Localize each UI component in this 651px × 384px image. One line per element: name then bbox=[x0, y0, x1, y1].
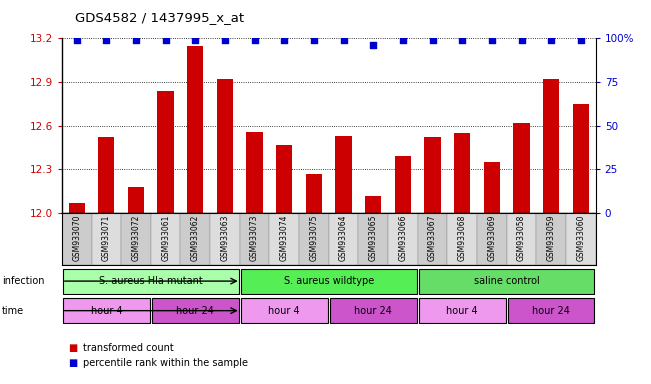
Bar bbox=[514, 123, 530, 213]
Text: hour 4: hour 4 bbox=[447, 306, 478, 316]
Text: GSM933070: GSM933070 bbox=[72, 215, 81, 261]
Point bbox=[339, 37, 349, 43]
Text: ■: ■ bbox=[68, 358, 77, 368]
Bar bbox=[217, 79, 233, 213]
Text: ■: ■ bbox=[68, 343, 77, 353]
Bar bbox=[388, 213, 418, 265]
Text: percentile rank within the sample: percentile rank within the sample bbox=[83, 358, 247, 368]
Bar bbox=[506, 213, 536, 265]
Bar bbox=[270, 213, 299, 265]
Point bbox=[368, 42, 378, 48]
Bar bbox=[330, 298, 417, 323]
Bar bbox=[158, 91, 174, 213]
Bar bbox=[447, 213, 477, 265]
Point bbox=[220, 37, 230, 43]
Point bbox=[160, 37, 171, 43]
Text: GSM933072: GSM933072 bbox=[132, 215, 141, 261]
Bar bbox=[121, 213, 151, 265]
Text: GSM933059: GSM933059 bbox=[547, 215, 556, 261]
Text: transformed count: transformed count bbox=[83, 343, 173, 353]
Text: hour 24: hour 24 bbox=[533, 306, 570, 316]
Bar bbox=[477, 213, 506, 265]
Bar bbox=[419, 298, 506, 323]
Bar bbox=[63, 298, 150, 323]
Text: GSM933066: GSM933066 bbox=[398, 215, 408, 261]
Text: hour 4: hour 4 bbox=[90, 306, 122, 316]
Bar bbox=[68, 203, 85, 213]
Point bbox=[457, 37, 467, 43]
Point bbox=[309, 37, 319, 43]
Text: GSM933064: GSM933064 bbox=[339, 215, 348, 261]
Text: S. aureus wildtype: S. aureus wildtype bbox=[284, 276, 374, 286]
Bar bbox=[98, 137, 115, 213]
Point bbox=[575, 37, 586, 43]
Text: GSM933058: GSM933058 bbox=[517, 215, 526, 261]
Text: infection: infection bbox=[2, 276, 44, 286]
Bar bbox=[241, 298, 327, 323]
Bar bbox=[63, 269, 239, 293]
Bar bbox=[128, 187, 144, 213]
Bar bbox=[180, 213, 210, 265]
Bar bbox=[395, 156, 411, 213]
Text: GSM933063: GSM933063 bbox=[221, 215, 229, 261]
Point bbox=[101, 37, 111, 43]
Text: GSM933067: GSM933067 bbox=[428, 215, 437, 261]
Bar bbox=[276, 145, 292, 213]
Point bbox=[279, 37, 290, 43]
Text: hour 24: hour 24 bbox=[176, 306, 214, 316]
Text: GSM933071: GSM933071 bbox=[102, 215, 111, 261]
Point bbox=[72, 37, 82, 43]
Text: GSM933075: GSM933075 bbox=[309, 215, 318, 261]
Point bbox=[249, 37, 260, 43]
Bar bbox=[419, 269, 594, 293]
Bar bbox=[299, 213, 329, 265]
Bar bbox=[92, 213, 121, 265]
Text: GSM933068: GSM933068 bbox=[458, 215, 467, 261]
Bar bbox=[240, 213, 270, 265]
Text: saline control: saline control bbox=[474, 276, 540, 286]
Text: hour 24: hour 24 bbox=[354, 306, 392, 316]
Point bbox=[131, 37, 141, 43]
Bar bbox=[187, 46, 204, 213]
Bar bbox=[424, 137, 441, 213]
Point bbox=[398, 37, 408, 43]
Text: GSM933074: GSM933074 bbox=[280, 215, 289, 261]
Bar bbox=[536, 213, 566, 265]
Point bbox=[427, 37, 437, 43]
Bar bbox=[566, 213, 596, 265]
Bar bbox=[365, 196, 381, 213]
Point bbox=[190, 37, 201, 43]
Bar bbox=[210, 213, 240, 265]
Text: GSM933060: GSM933060 bbox=[576, 215, 585, 261]
Bar bbox=[151, 213, 180, 265]
Bar bbox=[152, 298, 239, 323]
Bar bbox=[508, 298, 594, 323]
Point bbox=[546, 37, 557, 43]
Text: GSM933062: GSM933062 bbox=[191, 215, 200, 261]
Point bbox=[516, 37, 527, 43]
Text: GSM933065: GSM933065 bbox=[368, 215, 378, 261]
Point bbox=[487, 37, 497, 43]
Bar bbox=[306, 174, 322, 213]
Text: hour 4: hour 4 bbox=[268, 306, 300, 316]
Bar bbox=[454, 133, 471, 213]
Bar bbox=[484, 162, 500, 213]
Bar bbox=[335, 136, 352, 213]
Text: GSM933073: GSM933073 bbox=[250, 215, 259, 261]
Bar bbox=[241, 269, 417, 293]
Text: GDS4582 / 1437995_x_at: GDS4582 / 1437995_x_at bbox=[75, 12, 244, 25]
Text: time: time bbox=[2, 306, 24, 316]
Bar bbox=[329, 213, 359, 265]
Bar bbox=[359, 213, 388, 265]
Text: GSM933061: GSM933061 bbox=[161, 215, 170, 261]
Text: S. aureus Hla mutant: S. aureus Hla mutant bbox=[99, 276, 202, 286]
Bar bbox=[62, 213, 92, 265]
Text: GSM933069: GSM933069 bbox=[488, 215, 496, 261]
Bar bbox=[418, 213, 447, 265]
Bar bbox=[247, 132, 263, 213]
Bar bbox=[573, 104, 589, 213]
Bar bbox=[543, 79, 559, 213]
